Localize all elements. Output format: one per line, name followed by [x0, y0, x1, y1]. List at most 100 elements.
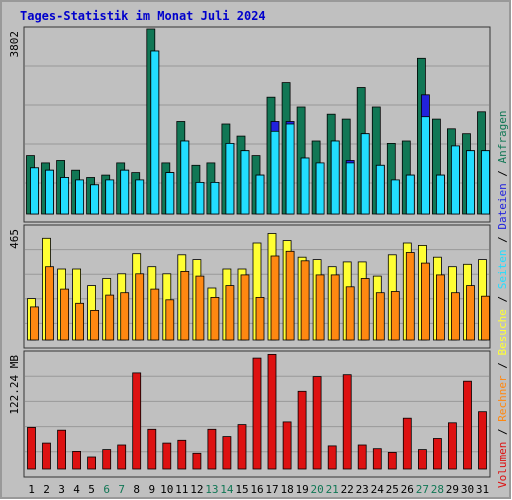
bar-pages-day-10	[165, 172, 175, 215]
x-tick-label: 17	[265, 483, 278, 496]
x-tick-label: 15	[235, 483, 248, 496]
bar-pages-day-15	[240, 150, 250, 215]
legend-separator: /	[496, 422, 509, 442]
bar-pages-day-29	[450, 145, 460, 215]
bar-sites-day-16	[255, 296, 265, 341]
x-tick-label: 30	[461, 483, 474, 496]
bar-volume-day-15	[237, 424, 247, 470]
bar-sites-day-12	[195, 275, 205, 341]
x-tick-label: 25	[386, 483, 399, 496]
bar-sites-day-27	[420, 262, 430, 341]
bar-sites-day-18	[285, 250, 295, 341]
bar-volume-day-31	[478, 411, 487, 470]
bar-volume-day-4	[72, 450, 81, 470]
x-tick-label: 11	[175, 483, 188, 496]
legend-anfragen: Anfragen	[496, 110, 509, 163]
bar-volume-day-3	[57, 429, 66, 470]
bar-volume-day-18	[282, 421, 292, 470]
x-tick-label: 6	[103, 483, 110, 496]
bar-volume-day-17	[267, 353, 277, 470]
bar-sites-day-19	[300, 260, 310, 341]
bar-volume-day-14	[222, 436, 232, 470]
bar-pages-day-26	[405, 174, 415, 215]
bar-pages-day-7	[120, 169, 130, 215]
x-tick-label: 23	[356, 483, 369, 496]
bar-pages-day-6	[105, 179, 115, 215]
legend-separator: /	[496, 163, 509, 183]
bar-pages-day-25	[390, 179, 400, 215]
x-tick-label: 13	[205, 483, 218, 496]
chart-title: Tages-Statistik im Monat Juli 2024	[20, 9, 266, 23]
bar-sites-day-1	[30, 306, 39, 341]
bar-pages-day-13	[210, 181, 220, 215]
bar-pages-day-8	[135, 179, 145, 215]
x-tick-label: 29	[446, 483, 459, 496]
x-tick-label: 2	[43, 483, 50, 496]
bar-volume-day-29	[447, 422, 457, 470]
bar-sites-day-7	[120, 292, 130, 341]
bar-sites-day-25	[390, 291, 400, 341]
bar-volume-day-21	[327, 445, 337, 470]
bar-pages-day-4	[75, 179, 84, 215]
bar-sites-day-6	[105, 294, 115, 341]
x-tick-label: 7	[118, 483, 125, 496]
legend-separator: /	[496, 289, 509, 309]
legend-seiten: Seiten	[496, 250, 509, 290]
bar-pages-day-24	[375, 164, 385, 215]
right-legend: Volumen / Rechner / Besuche / Seiten / D…	[496, 110, 509, 488]
bar-sites-day-14	[225, 285, 235, 341]
bar-pages-day-5	[90, 184, 99, 215]
bar-volume-day-24	[372, 448, 382, 470]
x-tick-label: 5	[88, 483, 95, 496]
bar-volume-day-2	[42, 442, 51, 470]
bar-sites-day-2	[45, 266, 54, 341]
bar-sites-day-15	[240, 274, 250, 341]
bar-pages-day-18	[285, 123, 295, 215]
panel-1: 3802	[8, 26, 491, 223]
bar-volume-day-26	[402, 417, 412, 470]
bar-pages-day-11	[180, 140, 190, 215]
bar-sites-day-8	[135, 273, 145, 341]
bar-sites-day-30	[466, 285, 475, 341]
bar-volume-day-9	[147, 428, 157, 470]
bar-pages-day-19	[300, 157, 310, 215]
bar-sites-day-22	[345, 286, 355, 341]
bar-pages-day-12	[195, 181, 205, 215]
x-tick-label: 16	[250, 483, 263, 496]
bar-sites-day-29	[450, 292, 460, 341]
bar-sites-day-5	[90, 309, 99, 341]
bar-sites-day-13	[210, 296, 220, 341]
bar-pages-day-31	[481, 150, 490, 215]
x-tick-label: 8	[133, 483, 140, 496]
legend-separator: /	[496, 230, 509, 250]
bar-sites-day-4	[75, 302, 84, 341]
bar-sites-day-31	[481, 295, 490, 341]
bar-pages-day-16	[255, 174, 265, 215]
x-tick-label: 28	[431, 483, 444, 496]
bar-volume-day-6	[102, 449, 112, 470]
bar-volume-day-11	[177, 439, 187, 470]
bar-pages-day-1	[30, 167, 39, 215]
bar-volume-day-27	[417, 449, 427, 470]
bar-volume-day-25	[387, 451, 397, 470]
legend-text: Volumen / Rechner / Besuche / Seiten / D…	[496, 110, 509, 488]
bar-volume-day-20	[312, 376, 322, 470]
x-tick-label: 24	[371, 483, 385, 496]
bar-volume-day-13	[207, 428, 217, 470]
x-tick-label: 4	[73, 483, 80, 496]
bar-sites-day-26	[405, 252, 415, 341]
x-tick-label: 21	[326, 483, 339, 496]
bar-pages-day-28	[435, 174, 445, 215]
bar-sites-day-3	[60, 288, 69, 341]
x-tick-label: 18	[280, 483, 293, 496]
bar-sites-day-9	[150, 288, 160, 341]
bar-volume-day-5	[87, 456, 96, 470]
bar-pages-day-21	[330, 140, 340, 215]
x-tick-label: 26	[401, 483, 414, 496]
legend-volumen: Volumen	[496, 442, 509, 488]
bar-pages-day-2	[45, 169, 54, 215]
x-axis-labels: 1 2 3 4 5 6 7 8 9 10 11 12 13 14 15 16 17 18 19 20 21 22 23 24 2…	[28, 483, 489, 496]
bar-pages-day-23	[360, 133, 370, 215]
